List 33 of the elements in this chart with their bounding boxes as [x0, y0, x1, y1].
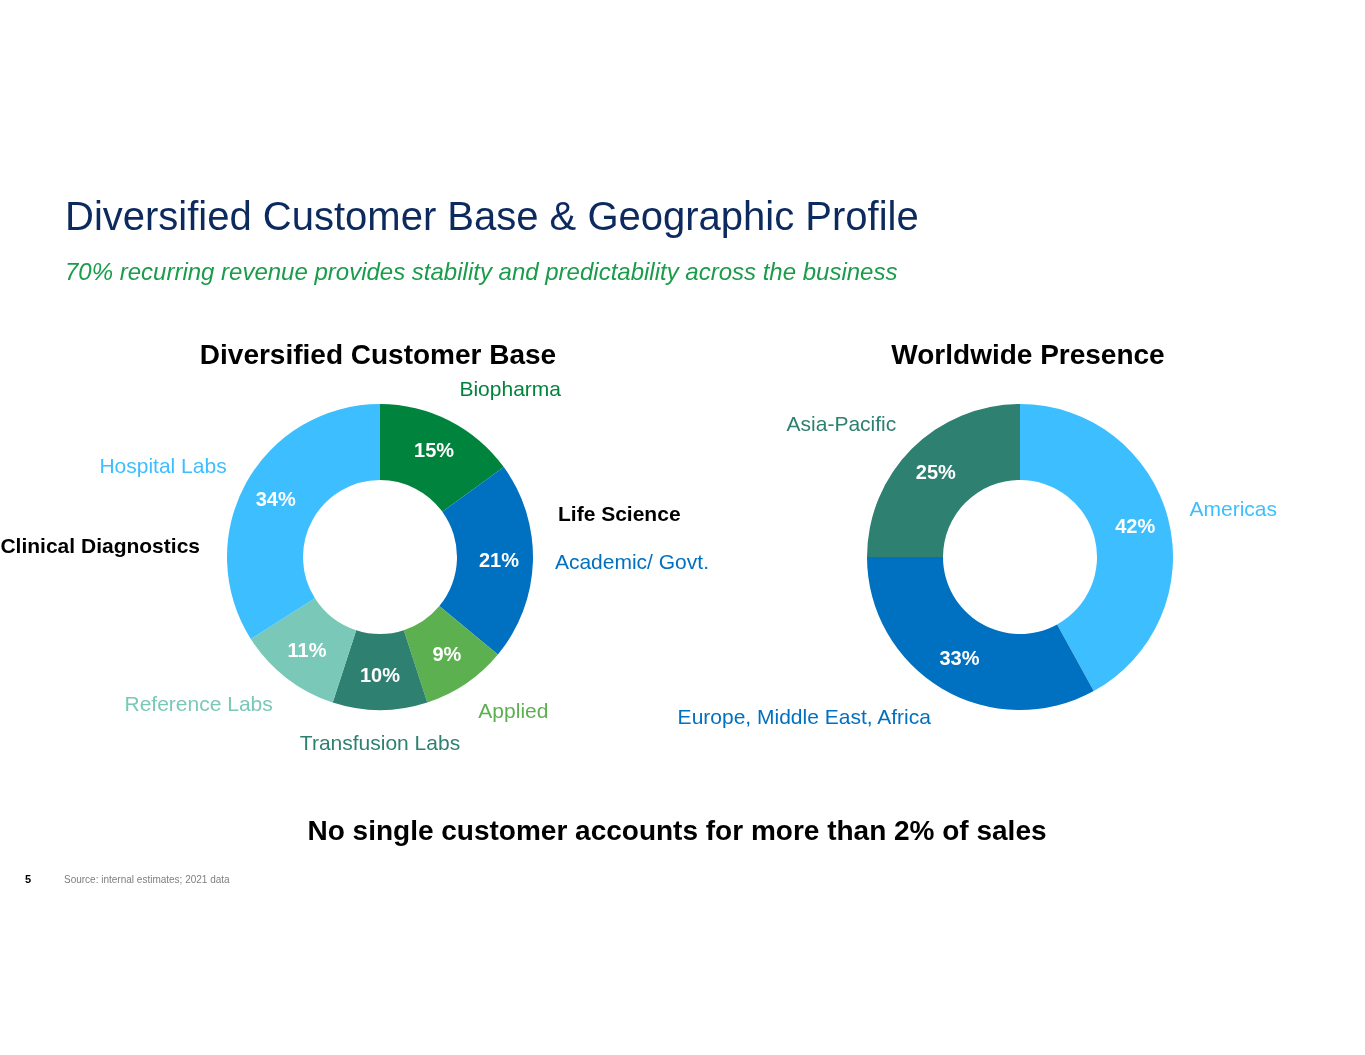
donut-slice	[380, 404, 504, 512]
text: 70% recurring revenue provides stability and predictability across the business	[65, 258, 898, 285]
source-note: Source: internal estimates; 2021 data	[64, 874, 231, 885]
slice-label: Biopharma	[459, 377, 562, 401]
data-label: 33%	[939, 647, 980, 670]
text: 5	[24, 873, 32, 885]
slice-label: Hospital Labs	[99, 453, 227, 477]
text: Diversified Customer Base & Geographic Profile	[65, 194, 919, 238]
data-label: 21%	[478, 548, 520, 571]
text: Life Science	[558, 502, 681, 525]
chart-title: Worldwide Presence	[891, 339, 1165, 370]
data-label: 11%	[287, 639, 327, 662]
donut-slice	[403, 606, 498, 703]
data-label: 25%	[915, 460, 957, 483]
data-label: 15%	[414, 438, 455, 461]
donut-slice	[227, 404, 380, 639]
data-label: 9%	[432, 643, 462, 666]
data-label: 42%	[1115, 515, 1156, 538]
slice-label: Europe, Middle East, Africa	[677, 704, 932, 728]
slice-label: Reference Labs	[124, 691, 273, 715]
slice-label: Americas	[1189, 497, 1278, 521]
slice-label: Asia-Pacific	[786, 411, 897, 435]
text: Clinical Diagnostics	[0, 534, 200, 557]
donut-slice	[332, 630, 428, 710]
donut-slice	[1020, 404, 1173, 692]
chart-title: Diversified Customer Base	[199, 339, 557, 370]
slice-label: Applied	[478, 698, 549, 722]
data-label: 10%	[359, 664, 401, 686]
slice-label: Academic/ Govt.	[554, 549, 709, 573]
text: No single customer accounts for more than 2% of sales	[307, 815, 1047, 846]
data-label: 34%	[255, 487, 296, 510]
donut-slice	[867, 557, 1094, 710]
slice-label: Transfusion Labs	[299, 731, 461, 754]
